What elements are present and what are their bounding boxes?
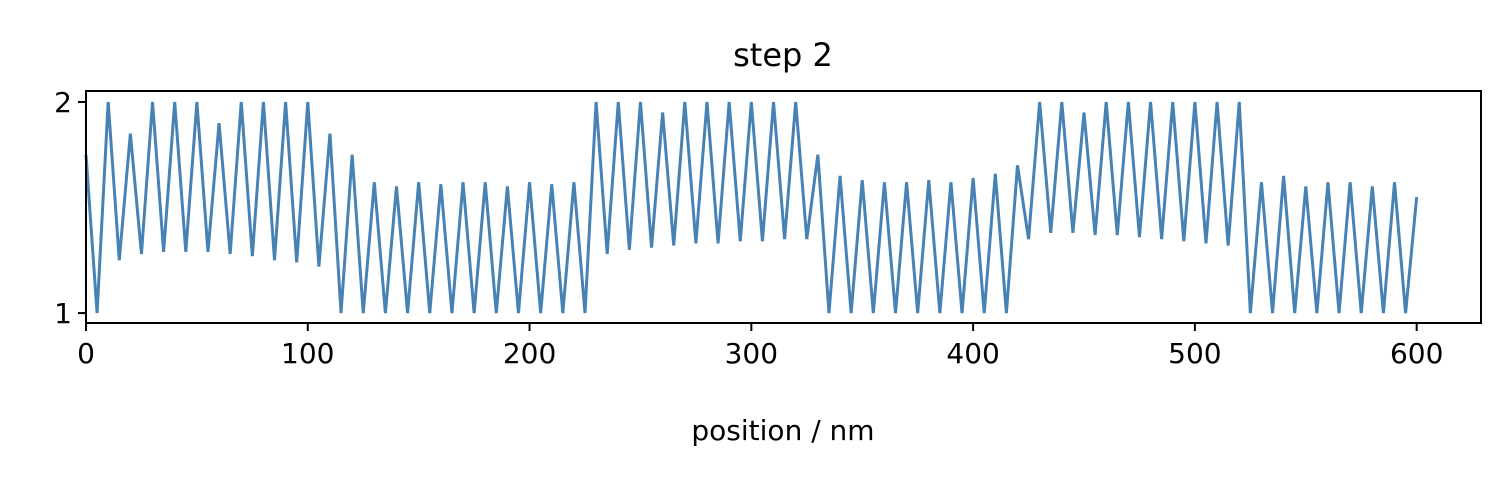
x-tick-label: 0 xyxy=(77,337,95,370)
x-tick-label: 300 xyxy=(725,337,778,370)
data-line xyxy=(84,101,1419,314)
x-tick-label: 400 xyxy=(946,337,999,370)
x-tick-label: 200 xyxy=(503,337,556,370)
x-axis-label: position / nm xyxy=(691,414,874,447)
x-tick-label: 600 xyxy=(1390,337,1443,370)
plot-frame xyxy=(85,90,1482,324)
x-tick-label: 100 xyxy=(281,337,334,370)
chart-title: step 2 xyxy=(733,36,833,74)
y-tick-label: 1 xyxy=(54,297,72,330)
y-tick-label: 2 xyxy=(54,86,72,119)
x-tick-label: 500 xyxy=(1168,337,1221,370)
